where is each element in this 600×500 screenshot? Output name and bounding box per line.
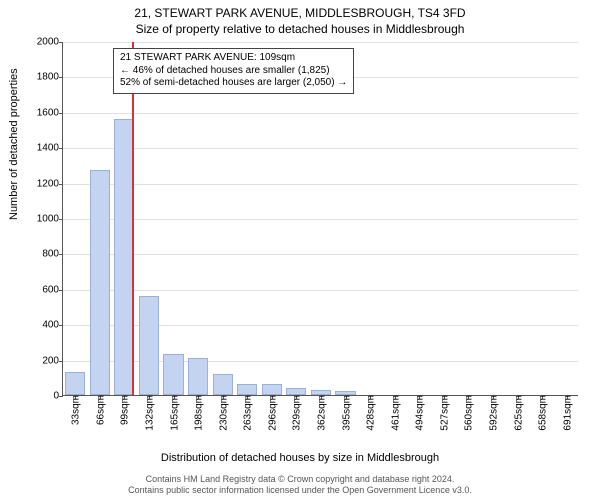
xtick-label: 494sqm (413, 395, 426, 431)
xtick-label: 198sqm (192, 395, 205, 431)
plot-area: 020040060080010001200140016001800200033s… (62, 42, 578, 396)
xtick-label: 592sqm (487, 395, 500, 431)
ytick-label: 1800 (37, 72, 63, 83)
xtick-label: 33sqm (69, 395, 82, 425)
chart-title-line1: 21, STEWART PARK AVENUE, MIDDLESBROUGH, … (0, 0, 600, 20)
chart-title-line2: Size of property relative to detached ho… (0, 20, 600, 36)
y-axis-label: Number of detached properties (8, 68, 20, 220)
xtick-label: 658sqm (536, 395, 549, 431)
histogram-bar (65, 372, 85, 395)
xtick-label: 230sqm (216, 395, 229, 431)
ytick-label: 400 (42, 320, 63, 331)
xtick-label: 395sqm (339, 395, 352, 431)
xtick-label: 428sqm (364, 395, 377, 431)
histogram-bar (139, 296, 159, 395)
xtick-label: 165sqm (167, 395, 180, 431)
xtick-label: 132sqm (143, 395, 156, 431)
xtick-label: 625sqm (511, 395, 524, 431)
ytick-label: 200 (42, 355, 63, 366)
gridline-h (63, 184, 578, 185)
annotation-line: 52% of semi-detached houses are larger (… (120, 77, 347, 90)
gridline-h (63, 148, 578, 149)
xtick-label: 263sqm (241, 395, 254, 431)
xtick-label: 296sqm (265, 395, 278, 431)
gridline-h (63, 254, 578, 255)
footnote: Contains HM Land Registry data © Crown c… (0, 474, 600, 496)
histogram-bar (90, 170, 110, 395)
annotation-line: ← 46% of detached houses are smaller (1,… (120, 65, 347, 78)
histogram-chart: 21, STEWART PARK AVENUE, MIDDLESBROUGH, … (0, 0, 600, 500)
gridline-h (63, 113, 578, 114)
ytick-label: 0 (53, 391, 63, 402)
ytick-label: 2000 (37, 37, 63, 48)
x-axis-label: Distribution of detached houses by size … (0, 452, 600, 464)
xtick-label: 99sqm (118, 395, 131, 425)
gridline-h (63, 219, 578, 220)
ytick-label: 1600 (37, 107, 63, 118)
xtick-label: 362sqm (315, 395, 328, 431)
gridline-h (63, 42, 578, 43)
xtick-label: 461sqm (388, 395, 401, 431)
ytick-label: 1400 (37, 143, 63, 154)
histogram-bar (237, 384, 257, 395)
xtick-label: 560sqm (462, 395, 475, 431)
annotation-line: 21 STEWART PARK AVENUE: 109sqm (120, 52, 347, 65)
ytick-label: 1200 (37, 178, 63, 189)
xtick-label: 329sqm (290, 395, 303, 431)
histogram-bar (188, 358, 208, 395)
xtick-label: 527sqm (437, 395, 450, 431)
annotation-box: 21 STEWART PARK AVENUE: 109sqm ← 46% of … (113, 48, 354, 94)
reference-line (132, 42, 134, 395)
histogram-bar (213, 374, 233, 395)
footnote-line: Contains public sector information licen… (0, 485, 600, 496)
histogram-bar (262, 384, 282, 395)
ytick-label: 1000 (37, 214, 63, 225)
xtick-label: 691sqm (560, 395, 573, 431)
ytick-label: 800 (42, 249, 63, 260)
gridline-h (63, 290, 578, 291)
ytick-label: 600 (42, 284, 63, 295)
footnote-line: Contains HM Land Registry data © Crown c… (0, 474, 600, 485)
histogram-bar (286, 388, 306, 395)
xtick-label: 66sqm (93, 395, 106, 425)
histogram-bar (163, 354, 183, 395)
